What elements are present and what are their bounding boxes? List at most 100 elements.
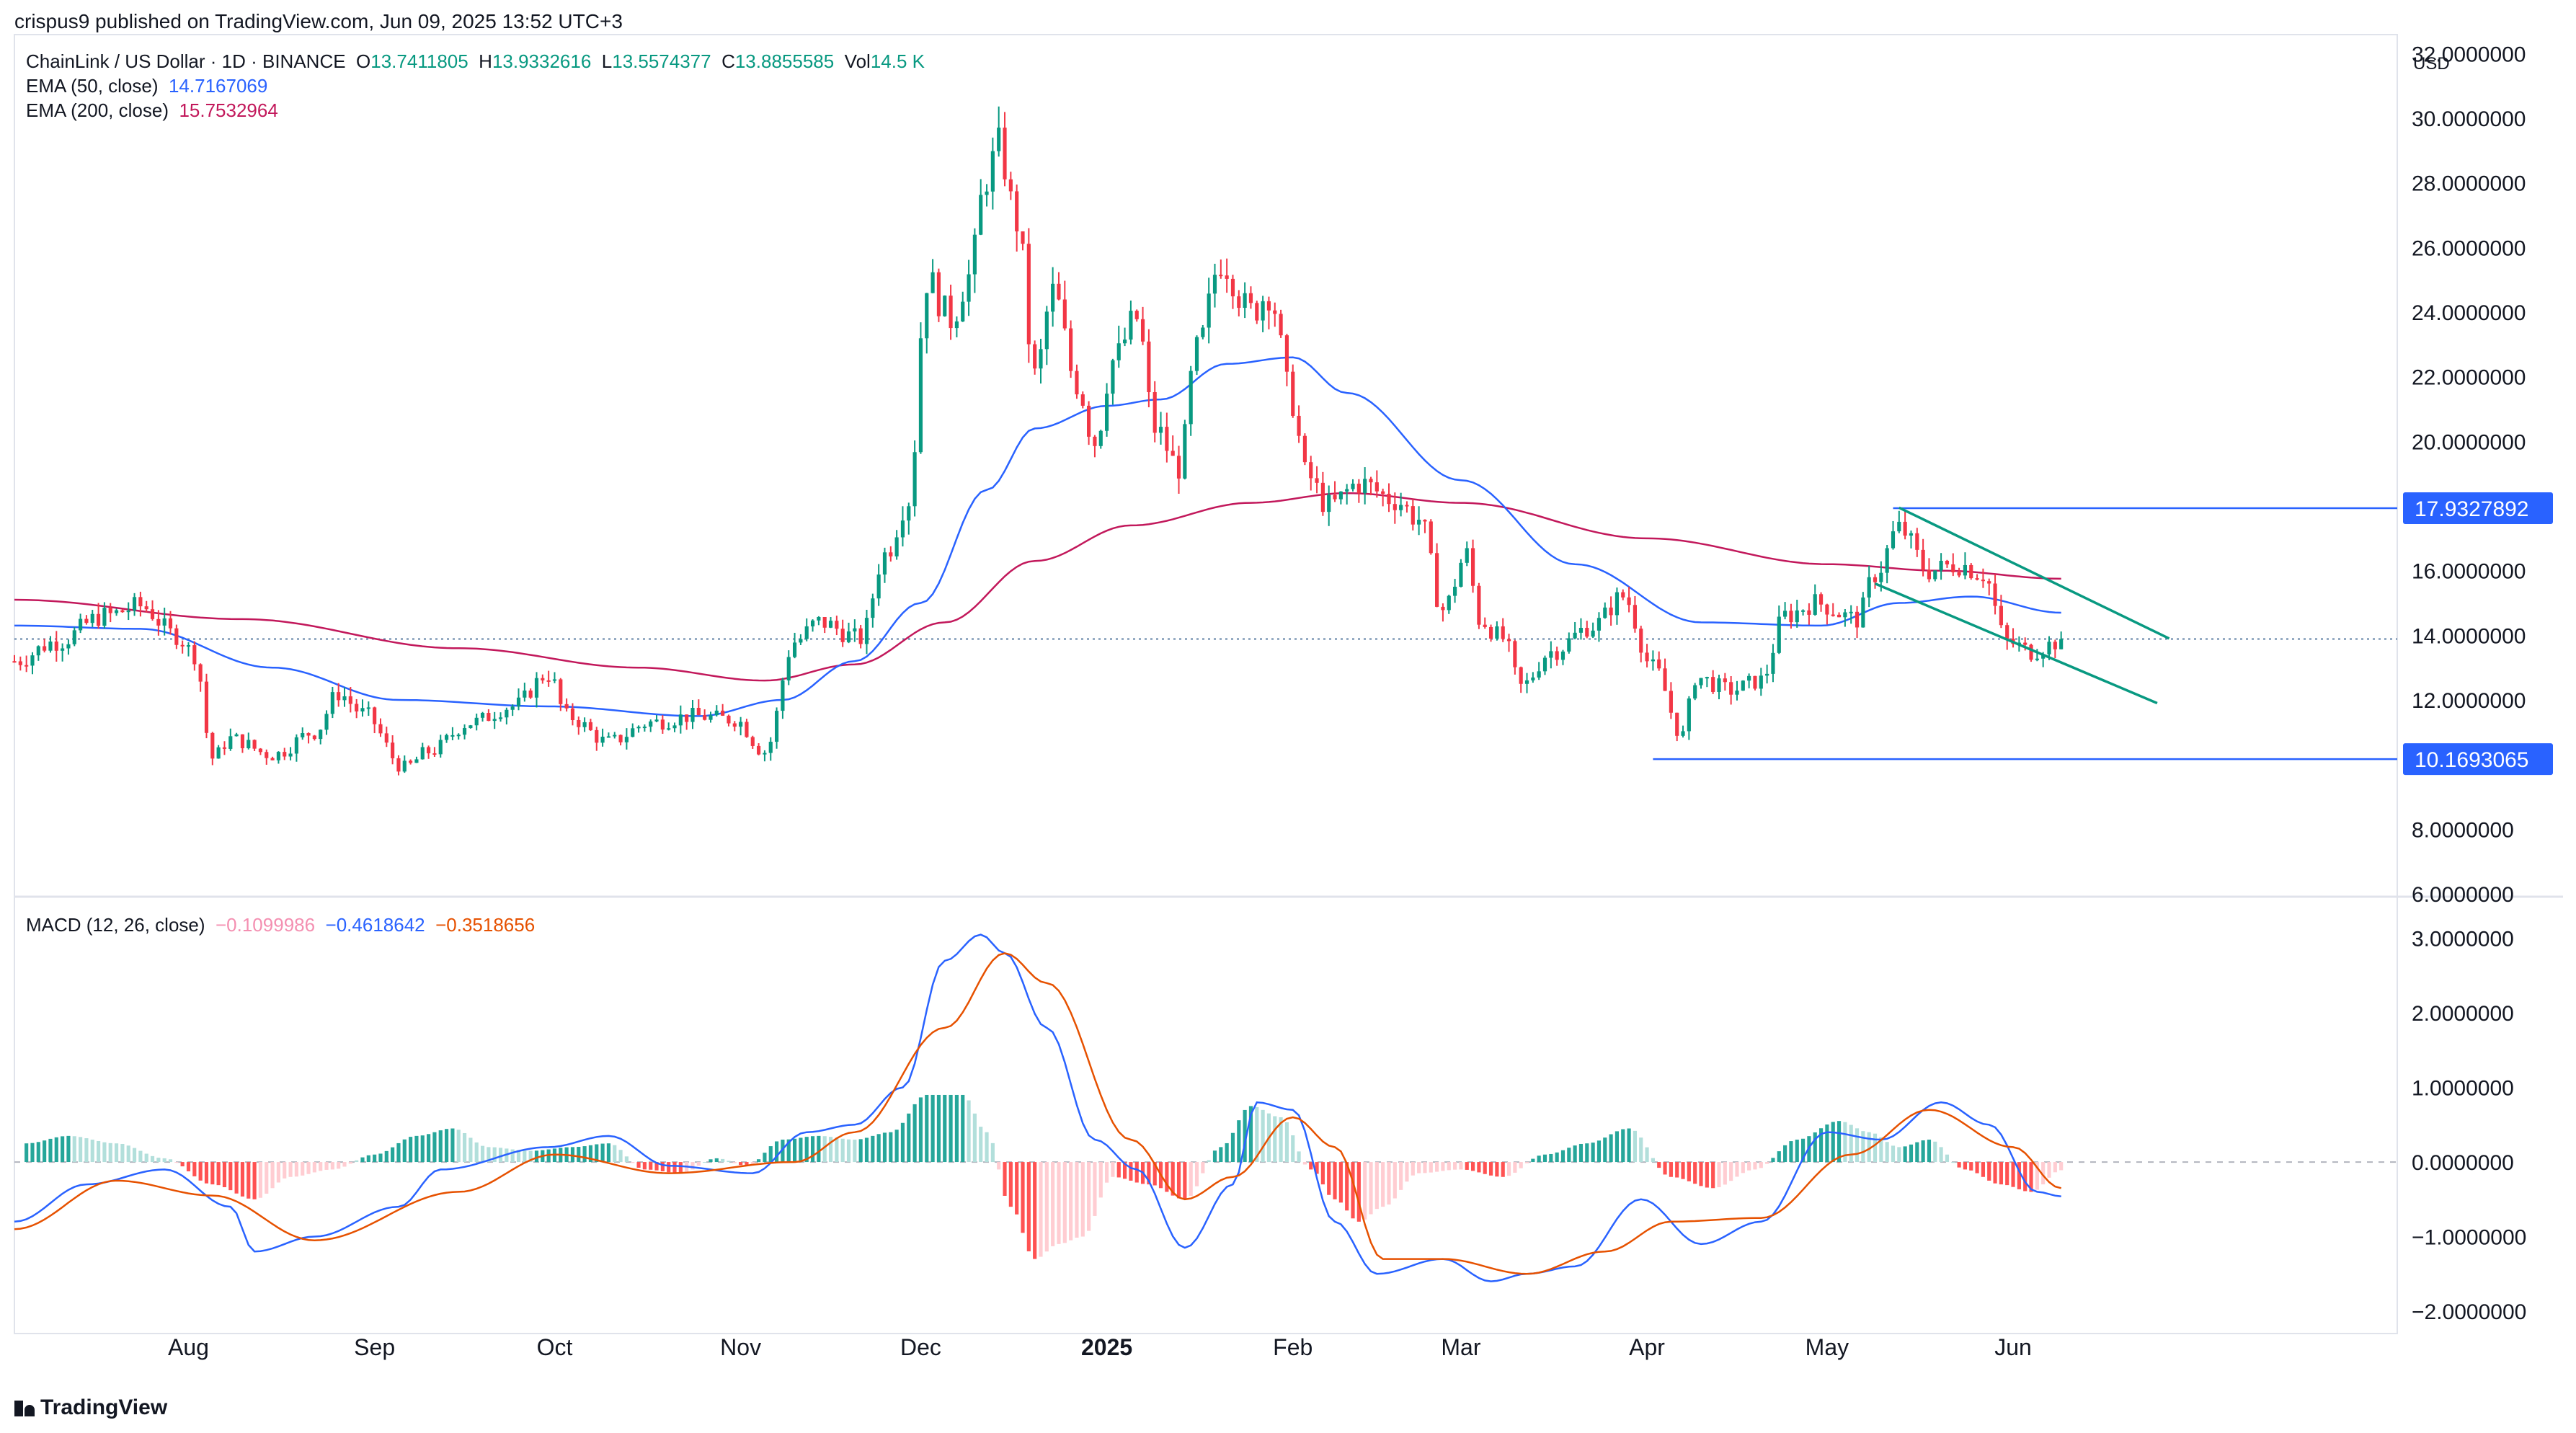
candle-body: [450, 735, 455, 737]
candle: [198, 663, 203, 692]
candle-body: [79, 618, 83, 631]
time-axis[interactable]: Aug Sep Oct Nov Dec 2025 Feb Mar Apr May Jun: [168, 1334, 2032, 1360]
macd-signal-line: [14, 952, 2062, 1275]
ema200-label[interactable]: EMA (200, close): [26, 99, 169, 121]
candle: [1302, 433, 1307, 466]
candle: [595, 727, 599, 751]
macd-histogram-bar: [925, 1094, 929, 1163]
macd-histogram-bar: [1699, 1162, 1703, 1186]
macd-histogram-bar: [714, 1158, 719, 1163]
macd-histogram-bar: [979, 1127, 983, 1163]
candle: [301, 727, 305, 740]
candle-body: [649, 721, 653, 727]
candle: [1651, 650, 1655, 671]
macd-histogram-bar: [1327, 1162, 1331, 1195]
candle: [732, 721, 737, 732]
candle: [727, 714, 731, 727]
macd-histogram-bar: [108, 1143, 112, 1163]
candle: [1453, 579, 1457, 603]
candle-body: [1777, 616, 1781, 653]
candle: [1657, 651, 1661, 671]
macd-histogram-bar: [631, 1162, 635, 1163]
macd-histogram-bar: [931, 1094, 935, 1163]
macd-histogram-bar: [1363, 1162, 1367, 1220]
candle: [1338, 491, 1343, 505]
candle: [276, 751, 280, 764]
candle-body: [1987, 581, 1991, 584]
macd-tick-label: 2.0000000: [2412, 1002, 2514, 1026]
macd-histogram-bar: [276, 1162, 280, 1183]
candle-body: [696, 708, 701, 716]
macd-histogram-bar: [1633, 1130, 1637, 1163]
candle: [216, 745, 221, 759]
candle: [498, 712, 503, 722]
macd-legend[interactable]: MACD (12, 26, close) −0.1099986 −0.46186…: [26, 914, 535, 936]
candle-body: [48, 641, 53, 651]
ema200-legend[interactable]: EMA (200, close) 15.7532964: [26, 99, 278, 122]
macd-histogram-bar: [1171, 1162, 1175, 1196]
candle: [1783, 602, 1787, 620]
macd-histogram-bar: [1711, 1162, 1715, 1189]
candle-body: [858, 628, 863, 644]
macd-histogram-bar: [1981, 1162, 1985, 1177]
candle-body: [523, 690, 527, 698]
candle-body: [1999, 605, 2003, 626]
candle-body: [1975, 578, 1979, 580]
candle-body: [1519, 667, 1523, 684]
macd-histogram-bar: [1495, 1162, 1499, 1177]
ema50-label[interactable]: EMA (50, close): [26, 75, 159, 97]
candle: [1645, 644, 1649, 667]
macd-histogram-bar: [72, 1136, 76, 1163]
candle: [871, 593, 875, 628]
candle: [649, 719, 653, 732]
macd-histogram-bar: [384, 1150, 388, 1163]
candle: [2053, 639, 2057, 659]
candle-body: [768, 742, 773, 753]
macd-histogram-bar: [1069, 1162, 1073, 1241]
candle: [1477, 582, 1481, 629]
candle: [828, 617, 833, 629]
candle-body: [1909, 533, 1914, 536]
symbol-title[interactable]: ChainLink / US Dollar · 1D · BINANCE: [26, 50, 346, 72]
macd-histogram-bar: [858, 1139, 863, 1163]
macd-histogram-bar: [283, 1162, 287, 1179]
candle: [858, 624, 863, 649]
candle: [853, 619, 857, 642]
candle-body: [1176, 456, 1181, 479]
macd-histogram-bar: [2047, 1162, 2051, 1178]
candle-body: [247, 740, 251, 749]
macd-histogram-bar: [871, 1135, 875, 1163]
candle-body: [889, 552, 893, 556]
macd-histogram-bar: [102, 1142, 107, 1163]
candle: [822, 616, 827, 634]
candle: [1423, 519, 1427, 533]
candle-body: [1717, 678, 1721, 692]
candle-body: [348, 696, 352, 704]
macd-histogram-bar: [150, 1155, 155, 1163]
macd-histogram-bar: [1044, 1162, 1049, 1252]
candle: [588, 719, 593, 732]
macd-histogram-bar: [660, 1162, 665, 1171]
candle: [1495, 621, 1499, 641]
candle-body: [72, 630, 76, 644]
tradingview-footer[interactable]: TradingView: [14, 1396, 167, 1420]
candle-body: [1207, 293, 1211, 328]
macd-histogram-bar: [1717, 1162, 1721, 1187]
macd-histogram-bar: [432, 1132, 437, 1163]
candle-body: [1795, 610, 1799, 623]
candle: [972, 228, 977, 293]
candle-body: [1501, 626, 1505, 639]
macd-histogram-bar: [498, 1148, 503, 1163]
candle-body: [1333, 494, 1337, 500]
symbol-legend[interactable]: ChainLink / US Dollar · 1D · BINANCE O13…: [26, 50, 925, 73]
ema50-legend[interactable]: EMA (50, close) 14.7167069: [26, 75, 267, 97]
candle: [1627, 586, 1631, 613]
candle: [1255, 301, 1259, 324]
macd-histogram-bar: [1818, 1128, 1824, 1163]
candle-body: [258, 748, 263, 753]
macd-histogram-bar: [745, 1162, 749, 1166]
candle: [384, 727, 388, 747]
macd-label[interactable]: MACD (12, 26, close): [26, 914, 205, 936]
